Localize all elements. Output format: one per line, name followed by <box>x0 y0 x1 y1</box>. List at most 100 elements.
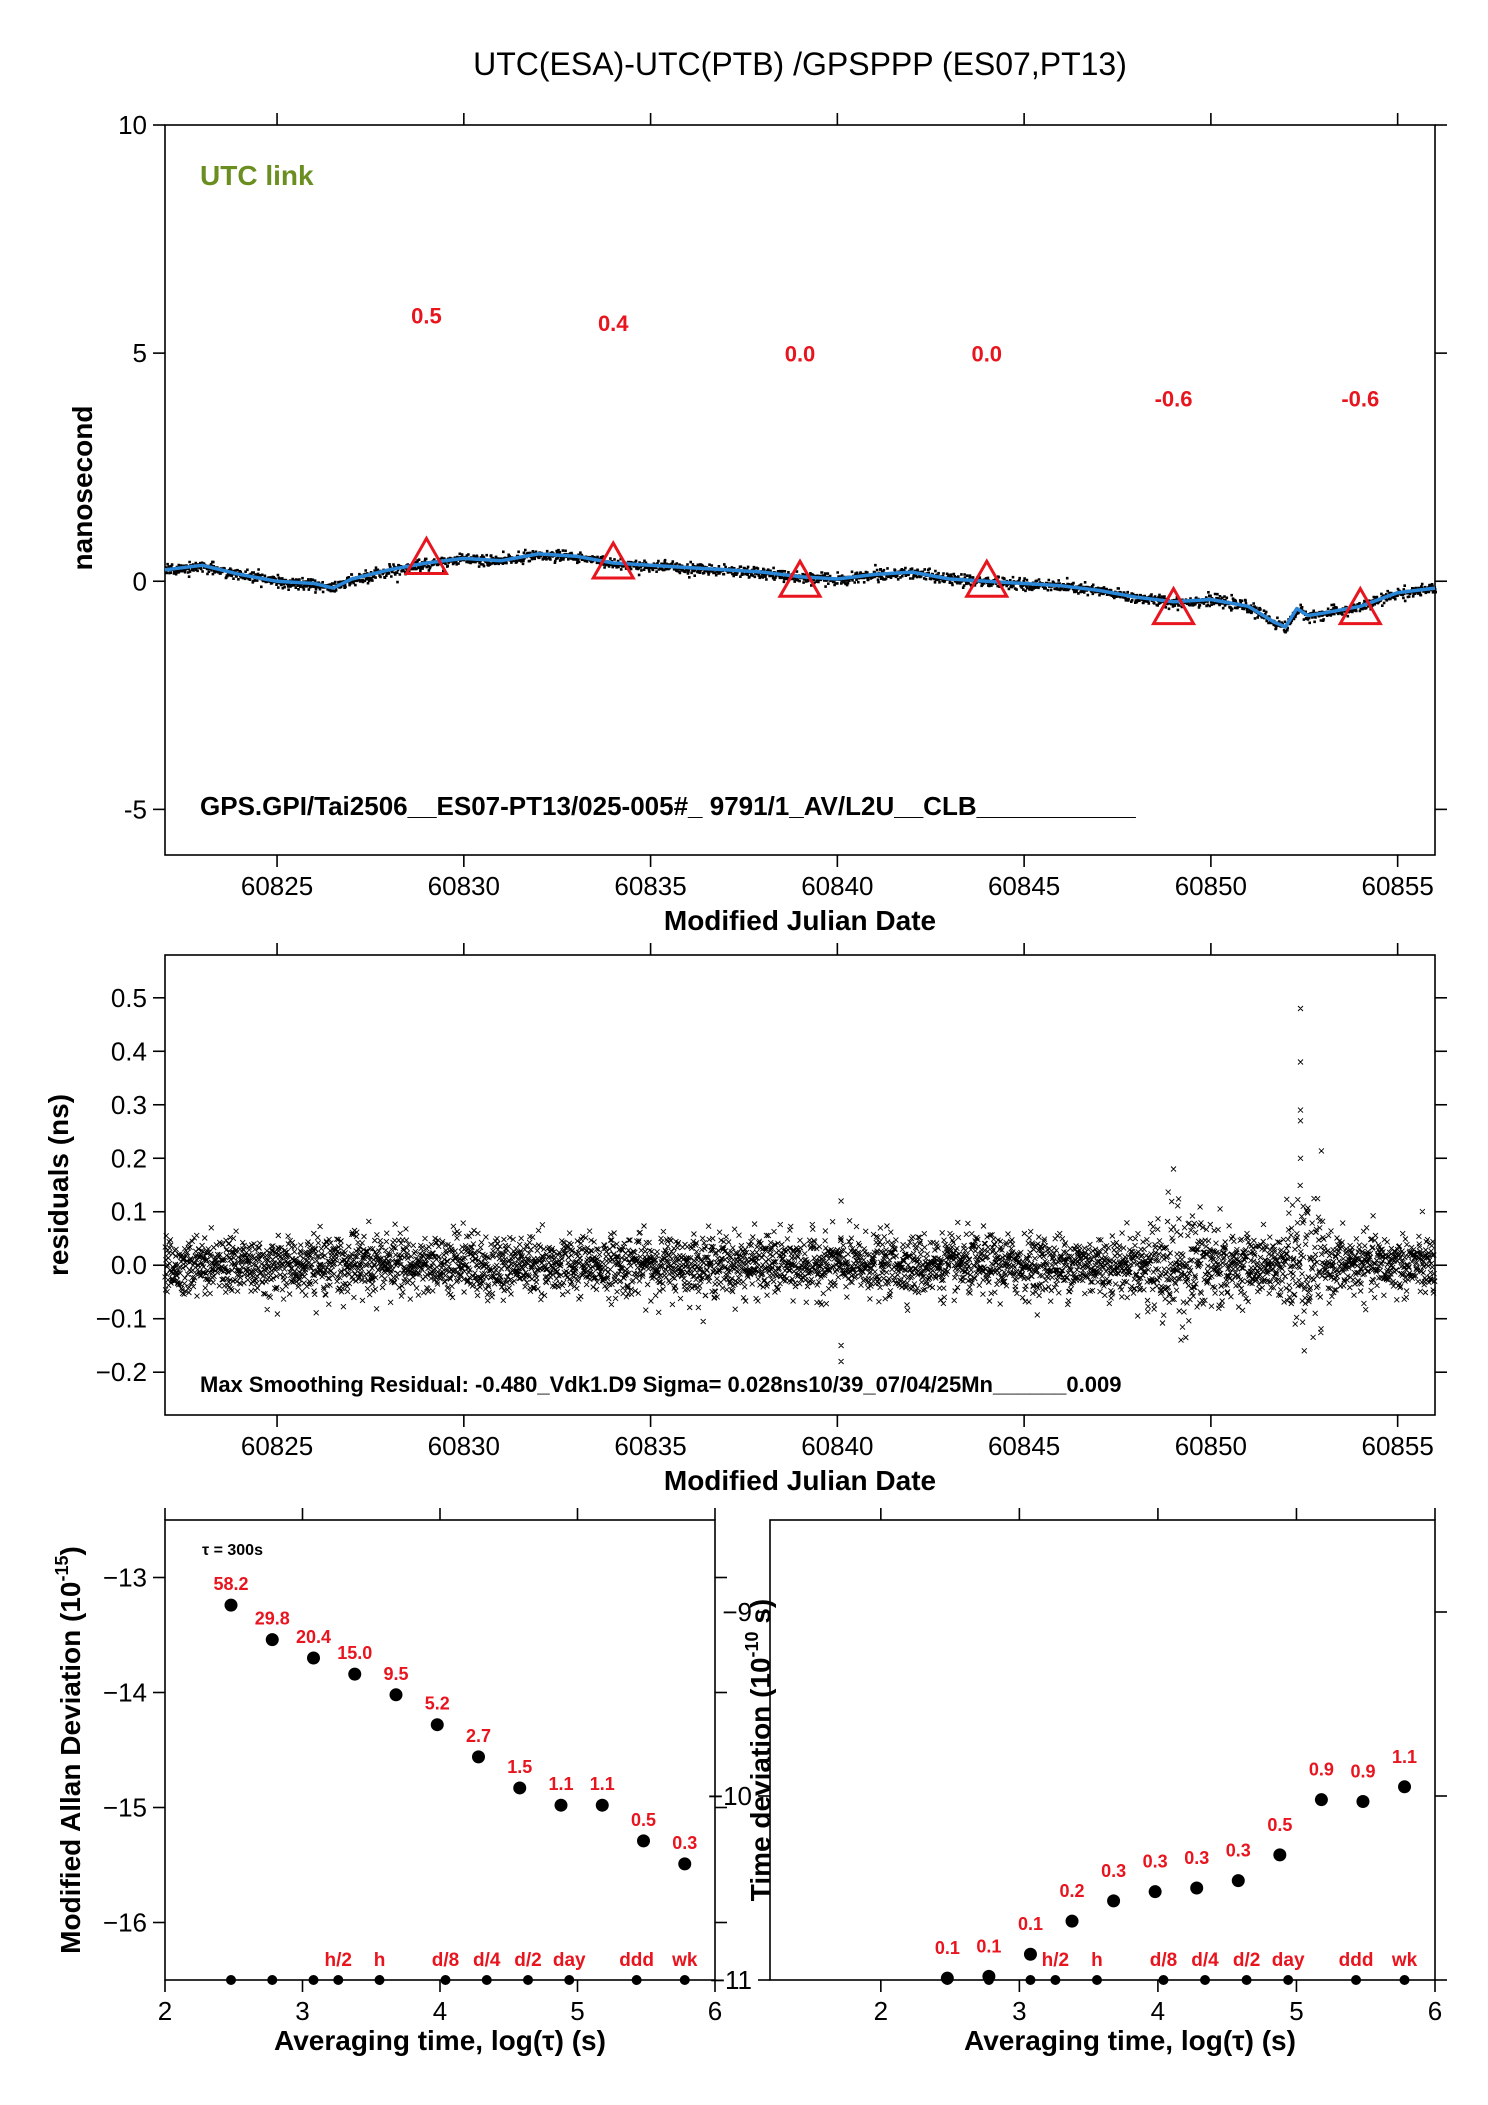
tdev-ylabel: Time deviation (10-10 s) <box>742 1599 776 1902</box>
mdev-base-point <box>308 1975 319 1985</box>
offset-marker-label: 0.0 <box>971 341 1002 366</box>
residuals-ytick-label: 0.3 <box>111 1090 147 1120</box>
offset-ytick-label: 0 <box>133 566 147 596</box>
mdev-base-point <box>523 1975 533 1985</box>
mdev-base-point <box>679 1975 690 1985</box>
tdev-point-label: 0.3 <box>1226 1841 1251 1861</box>
tdev-xtick-label: 5 <box>1289 1996 1303 2026</box>
offset-marker-label: -0.6 <box>1155 387 1193 412</box>
offset-marker-triangle <box>403 535 450 575</box>
offset-footer: GPS.GPI/Tai2506__ES07-PT13/025-005#_ 979… <box>200 791 1136 821</box>
residual-points <box>162 1005 1438 1365</box>
mdev-point-label: 5.2 <box>425 1694 450 1714</box>
tdev-point-label: 0.1 <box>976 1936 1001 1956</box>
offset-marker-triangle <box>964 558 1010 598</box>
mdev-point <box>224 1598 238 1612</box>
tdev-base-label: wk <box>1391 1950 1418 1971</box>
tdev-base-label: d/2 <box>1233 1950 1260 1971</box>
tdev-base-point <box>1241 1975 1252 1985</box>
tdev-point <box>1148 1885 1162 1899</box>
residuals-xtick-label: 60830 <box>428 1431 500 1461</box>
tdev-xtick-label: 2 <box>874 1996 888 2026</box>
mdev-ytick-label: −15 <box>103 1793 147 1823</box>
mdev-point <box>472 1750 485 1764</box>
mdev-base-point <box>481 1975 492 1985</box>
mdev-point-label: 0.5 <box>631 1810 656 1830</box>
mdev-ytick-label: −14 <box>103 1678 147 1708</box>
mdev-base-label: ddd <box>619 1950 654 1971</box>
tdev-base-point <box>1200 1975 1211 1985</box>
tdev-base-point <box>1283 1975 1294 1985</box>
residuals-ytick-label: −0.1 <box>96 1304 147 1334</box>
residuals-ytick-label: 0.0 <box>111 1250 147 1280</box>
tdev-base-label: h <box>1091 1950 1103 1971</box>
mdev-base-label: d/8 <box>432 1950 459 1971</box>
offset-xtick-label: 60835 <box>614 871 686 901</box>
mdev-point <box>678 1857 692 1871</box>
mdev-base-point <box>226 1975 236 1985</box>
residuals-xtick-label: 60845 <box>988 1431 1060 1461</box>
mdev-point <box>307 1651 320 1665</box>
offset-marker-label: 0.0 <box>785 341 816 366</box>
tdev-ylabel-exponent: -10 <box>742 1631 762 1657</box>
offset-ylabel: nanosecond <box>67 406 98 571</box>
tdev-point <box>1356 1795 1370 1809</box>
mdev-point-label: 1.5 <box>507 1757 532 1777</box>
tdev-base-label: h/2 <box>1042 1950 1069 1971</box>
tdev-point <box>1107 1894 1121 1908</box>
mdev-ylabel-exponent: -15 <box>52 1555 72 1581</box>
mdev-point-label: 1.1 <box>548 1774 573 1794</box>
offset-marker-label: 0.5 <box>411 303 442 328</box>
mdev-ytick-label: −16 <box>103 1908 147 1938</box>
offset-marker-triangle <box>590 539 636 580</box>
utc-link-legend: UTC link <box>200 160 314 191</box>
offset-xtick-label: 60850 <box>1175 871 1247 901</box>
offset-xtick-label: 60840 <box>801 871 873 901</box>
mdev-point-label: 15.0 <box>337 1643 372 1663</box>
mdev-point-label: 1.1 <box>590 1774 615 1794</box>
offset-marker-triangle <box>777 558 823 598</box>
tdev-base-point <box>983 1975 994 1985</box>
figure-title: UTC(ESA)-UTC(PTB) /GPSPPP (ES07,PT13) <box>473 46 1127 82</box>
mdev-base-label: h <box>374 1950 386 1971</box>
tdev-panel: Time deviation (10-10 s) Averaging time,… <box>708 1508 1447 2056</box>
tdev-point-label: 0.3 <box>1184 1848 1209 1868</box>
tdev-ytick-label: −10 <box>708 1781 752 1811</box>
mdev-base-label: wk <box>671 1950 698 1971</box>
mdev-base-label: d/4 <box>473 1950 501 1971</box>
mdev-point <box>637 1834 650 1848</box>
offset-ytick-label: -5 <box>124 794 147 824</box>
tdev-point <box>1314 1793 1328 1807</box>
offset-ytick-label: 10 <box>118 110 147 140</box>
residuals-footer: Max Smoothing Residual: -0.480_Vdk1.D9 S… <box>200 1372 1121 1397</box>
tdev-plot-frame <box>769 1519 1436 1981</box>
mdev-base-point <box>374 1975 385 1985</box>
mdev-base-point <box>333 1975 344 1985</box>
tdev-point <box>1190 1881 1204 1895</box>
tdev-base-label: ddd <box>1339 1950 1374 1971</box>
tdev-base-label: d/8 <box>1150 1950 1177 1971</box>
mdev-point <box>430 1718 444 1732</box>
mdev-base-label: h/2 <box>325 1950 352 1971</box>
mdev-point <box>348 1667 362 1681</box>
mdev-xtick-label: 2 <box>158 1996 172 2026</box>
tdev-point-label: 0.1 <box>1018 1914 1043 1934</box>
residuals-xtick-label: 60855 <box>1361 1431 1433 1461</box>
residuals-xlabel: Modified Julian Date <box>664 1465 936 1496</box>
tdev-base-point <box>1050 1975 1061 1985</box>
tdev-base-point <box>1351 1975 1362 1985</box>
offset-xtick-label: 60825 <box>241 871 313 901</box>
offset-ytick-label: 5 <box>133 338 147 368</box>
tdev-point <box>1065 1914 1079 1928</box>
mdev-xtick-label: 4 <box>433 1996 447 2026</box>
tau-note: τ = 300s <box>202 1542 263 1559</box>
offset-marker-triangle <box>1337 585 1383 626</box>
tdev-xtick-label: 6 <box>1428 1996 1442 2026</box>
offset-plot-frame <box>164 124 1436 856</box>
tdev-point-label: 0.2 <box>1060 1881 1085 1901</box>
offset-marker-label: -0.6 <box>1341 387 1379 412</box>
mdev-ytick-label: −13 <box>103 1563 147 1593</box>
tdev-xtick-label: 3 <box>1012 1996 1026 2026</box>
tdev-point-label: 0.9 <box>1350 1762 1375 1782</box>
